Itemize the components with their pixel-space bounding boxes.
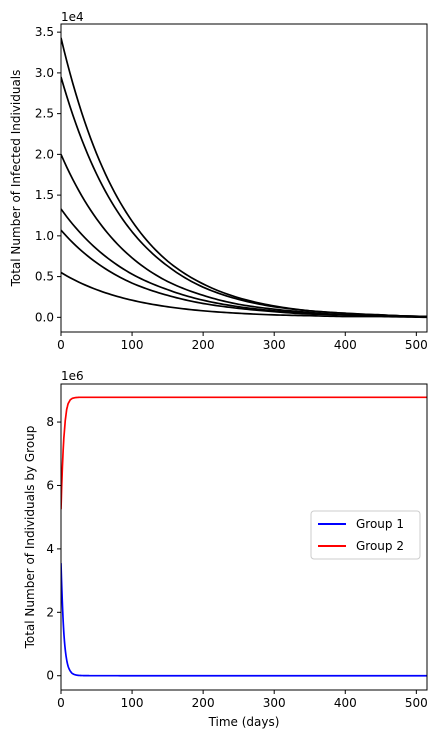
infected-x-tick-label: 300 xyxy=(263,338,286,352)
infected-x-tick-label: 200 xyxy=(192,338,215,352)
legend: Group 1 Group 2 xyxy=(310,510,421,560)
groups-y-tick-label: 4 xyxy=(46,542,54,556)
infected-y-tick-label: 1.0 xyxy=(35,229,54,243)
infected-series-line-5 xyxy=(61,229,427,318)
infected-plot-frame xyxy=(60,23,428,333)
groups-y-tick-label: 0 xyxy=(46,669,54,683)
groups-x-tick-label: 100 xyxy=(121,696,144,710)
groups-ticks: 0 100 200 300 400 500 0 2 4 6 8 xyxy=(46,415,427,710)
infected-series-line-6 xyxy=(61,271,427,319)
infected-y-tick-label: 2.0 xyxy=(35,147,54,161)
infected-x-tick-label: 100 xyxy=(121,338,144,352)
infected-ticks: 0 100 200 300 400 500 0.0 0.5 1.0 1.5 2.0 2.5 3.0 3.5 xyxy=(35,25,428,352)
groups-x-tick-label: 400 xyxy=(334,696,357,710)
groups-y-axis-label: Total Number of Individuals by Group xyxy=(23,426,37,650)
groups-y-tick-label: 6 xyxy=(46,478,54,492)
infected-offset-label: 1e4 xyxy=(61,10,84,24)
infected-x-tick-label: 0 xyxy=(57,338,65,352)
groups-offset-label: 1e6 xyxy=(61,369,84,383)
groups-x-tick-label: 0 xyxy=(57,696,65,710)
infected-y-tick-label: 1.5 xyxy=(35,188,54,202)
groups-y-tick-label: 2 xyxy=(46,605,54,619)
infected-y-tick-label: 2.5 xyxy=(35,107,54,121)
legend-label-group-1: Group 1 xyxy=(356,517,404,531)
infected-y-axis-label: Total Number of Infected Individuals xyxy=(9,70,23,288)
groups-x-axis-label: Time (days) xyxy=(208,715,280,729)
infected-y-tick-label: 0.0 xyxy=(35,310,54,324)
groups-panel: 1e6 Total Number of Individuals by Group… xyxy=(23,369,428,729)
groups-y-tick-label: 8 xyxy=(46,415,54,429)
groups-plot-frame xyxy=(60,383,428,691)
infected-series-line-3 xyxy=(61,154,427,318)
groups-x-tick-label: 200 xyxy=(192,696,215,710)
infected-series-line-2 xyxy=(61,76,427,318)
groups-x-tick-label: 500 xyxy=(405,696,428,710)
groups-x-tick-label: 300 xyxy=(263,696,286,710)
infected-x-tick-label: 400 xyxy=(334,338,357,352)
infected-y-tick-label: 0.5 xyxy=(35,270,54,284)
legend-label-group-2: Group 2 xyxy=(356,539,404,553)
infected-x-tick-label: 500 xyxy=(405,338,428,352)
infected-y-tick-label: 3.0 xyxy=(35,66,54,80)
infected-y-tick-label: 3.5 xyxy=(35,25,54,39)
group-1-line xyxy=(61,563,427,677)
infected-panel: 1e4 Total Number of Infected Individuals… xyxy=(9,10,428,352)
group-2-line xyxy=(61,396,427,510)
groups-series xyxy=(61,396,427,677)
infected-series xyxy=(61,37,427,319)
